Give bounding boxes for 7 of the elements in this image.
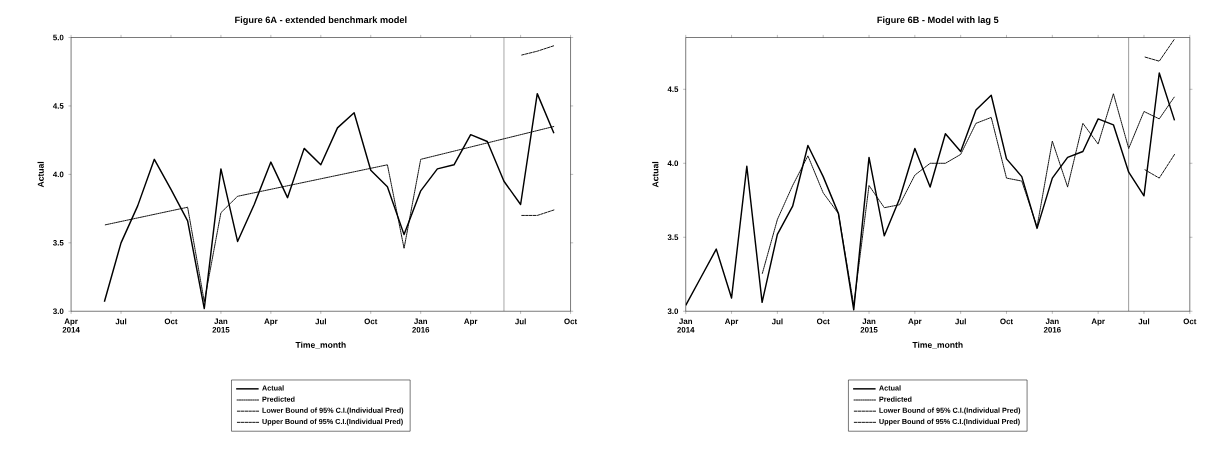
y-axis-title: Actual xyxy=(652,161,659,188)
chart-title: Figure 6A - extended benchmark model xyxy=(235,16,407,25)
x-axis-title: Time_month xyxy=(912,341,963,349)
line-series xyxy=(103,92,555,310)
x-axis-title: Time_month xyxy=(295,341,346,349)
y-axis-title: Actual xyxy=(37,161,44,188)
chart-title: Figure 6B - Model with lag 5 xyxy=(877,16,999,25)
